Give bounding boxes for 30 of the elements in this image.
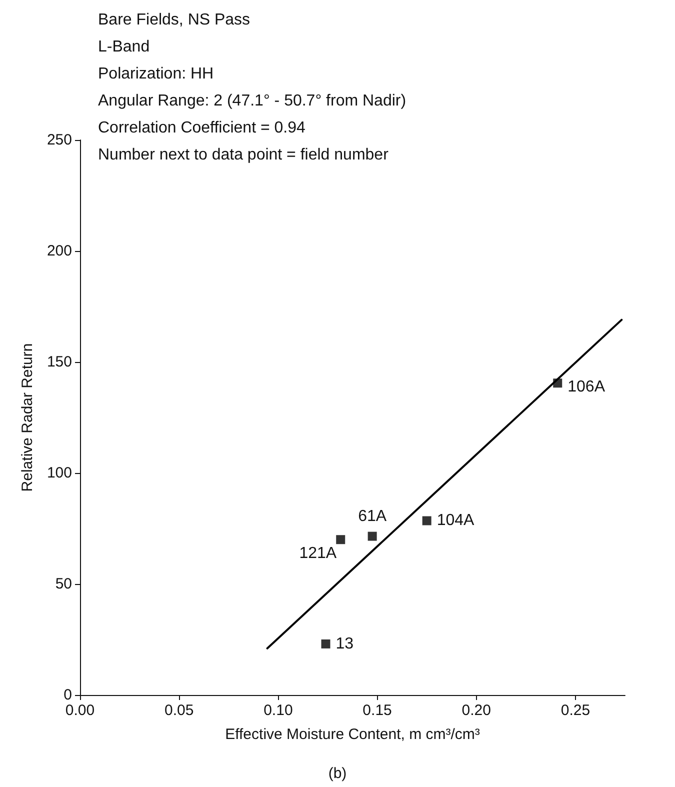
annotation: 61A (358, 508, 387, 525)
y-tick-label: 0 (64, 686, 72, 704)
annotation: 121A (299, 545, 337, 562)
text: (b) (328, 765, 347, 782)
point (336, 535, 346, 544)
text: Polarization: HH (98, 66, 214, 82)
y-tick-label: 200 (46, 242, 72, 260)
x-axis-title: Effective Moisture Content, m cm³/cm³ (225, 726, 480, 743)
x-tick-label: 0.20 (462, 702, 491, 719)
chart-title: Bare Fields, NS Pass (98, 12, 250, 28)
annotation: 106A (568, 378, 606, 396)
text: Angular Range: 2 (47.1° - 50.7° from Nadir) (98, 92, 406, 110)
text: Correlation Coefficient = 0.94 (98, 120, 306, 136)
x-tick-label: 0.10 (264, 702, 293, 719)
x-tick-label: 0.05 (164, 702, 194, 719)
annotation: 13 (336, 635, 354, 652)
point (422, 516, 432, 526)
point (368, 532, 377, 541)
y-tick-label: 100 (46, 464, 72, 482)
y-tick-label: 150 (46, 354, 72, 370)
y-tick-label: 250 (46, 132, 72, 148)
annotation: 104A (436, 512, 475, 530)
y-tick-label: 50 (55, 576, 72, 592)
text: L-Band (98, 38, 150, 56)
x-tick-label: 0.00 (65, 702, 95, 719)
annotation: Number next to data point = field number (98, 146, 390, 164)
y-axis-title: Relative Radar Return (19, 343, 36, 492)
x-tick-label: 0.25 (560, 702, 590, 719)
x-tick-label: 0.15 (362, 702, 392, 719)
point (321, 639, 330, 648)
